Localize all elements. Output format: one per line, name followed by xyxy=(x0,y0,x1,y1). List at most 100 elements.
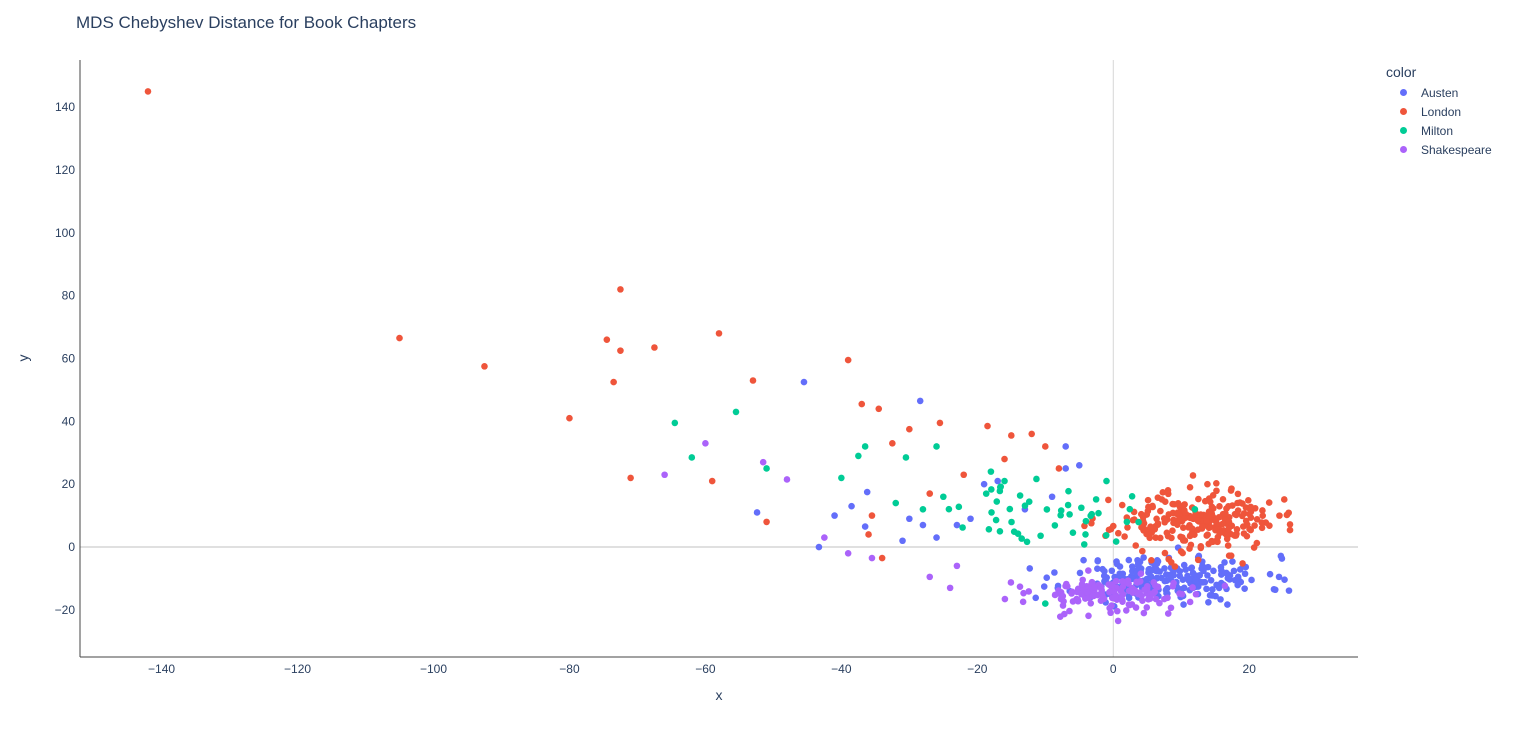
data-point[interactable] xyxy=(992,516,1000,524)
data-point[interactable] xyxy=(1207,577,1215,584)
legend-item-london[interactable]: London xyxy=(1386,102,1492,121)
data-point[interactable] xyxy=(1275,573,1283,581)
data-point[interactable] xyxy=(1213,480,1220,487)
data-point[interactable] xyxy=(1062,465,1069,472)
data-point[interactable] xyxy=(1020,589,1027,597)
data-point[interactable] xyxy=(1119,578,1126,585)
data-point[interactable] xyxy=(1065,487,1072,495)
data-point[interactable] xyxy=(933,443,940,450)
data-point[interactable] xyxy=(1234,575,1242,582)
data-point[interactable] xyxy=(1158,496,1166,503)
data-point[interactable] xyxy=(1216,503,1223,510)
data-point[interactable] xyxy=(1108,602,1115,609)
data-point[interactable] xyxy=(1222,510,1229,517)
data-point[interactable] xyxy=(1253,515,1261,523)
data-point[interactable] xyxy=(1195,495,1202,503)
data-point[interactable] xyxy=(1118,594,1125,602)
data-point[interactable] xyxy=(1251,522,1258,529)
data-point[interactable] xyxy=(1218,568,1226,576)
data-point[interactable] xyxy=(878,554,886,562)
data-point[interactable] xyxy=(926,490,934,497)
data-point[interactable] xyxy=(863,488,871,496)
data-point[interactable] xyxy=(1141,586,1148,594)
data-point[interactable] xyxy=(1016,492,1024,499)
data-point[interactable] xyxy=(1008,432,1015,439)
data-point[interactable] xyxy=(749,377,757,384)
data-point[interactable] xyxy=(1080,556,1087,564)
data-point[interactable] xyxy=(1181,514,1188,522)
data-point[interactable] xyxy=(1266,570,1274,578)
data-point[interactable] xyxy=(926,573,934,581)
data-point[interactable] xyxy=(1169,509,1177,517)
data-point[interactable] xyxy=(1089,592,1097,599)
data-point[interactable] xyxy=(994,477,1002,485)
data-point[interactable] xyxy=(1057,511,1064,519)
data-point[interactable] xyxy=(1019,598,1027,606)
data-point[interactable] xyxy=(1196,571,1204,579)
data-point[interactable] xyxy=(1051,569,1058,576)
data-point[interactable] xyxy=(1108,581,1115,589)
data-point[interactable] xyxy=(1062,580,1070,588)
data-point[interactable] xyxy=(715,330,723,337)
data-point[interactable] xyxy=(1192,577,1199,584)
data-point[interactable] xyxy=(1167,604,1175,612)
data-point[interactable] xyxy=(1078,581,1086,588)
data-point[interactable] xyxy=(1132,604,1140,611)
data-point[interactable] xyxy=(1153,565,1160,573)
data-point[interactable] xyxy=(959,524,966,531)
data-point[interactable] xyxy=(1160,515,1168,522)
data-point[interactable] xyxy=(838,474,845,482)
data-point[interactable] xyxy=(1112,538,1120,545)
data-point[interactable] xyxy=(1170,519,1177,527)
data-point[interactable] xyxy=(1192,590,1200,598)
data-point[interactable] xyxy=(1139,597,1146,604)
data-point[interactable] xyxy=(844,356,852,364)
data-point[interactable] xyxy=(1118,501,1126,509)
data-point[interactable] xyxy=(1217,596,1224,603)
data-point[interactable] xyxy=(1178,590,1186,598)
data-point[interactable] xyxy=(889,440,896,447)
data-point[interactable] xyxy=(868,512,876,519)
data-point[interactable] xyxy=(661,471,668,479)
data-point[interactable] xyxy=(1101,567,1108,575)
data-point[interactable] xyxy=(919,506,927,513)
data-point[interactable] xyxy=(1207,523,1214,531)
data-point[interactable] xyxy=(1040,583,1048,590)
data-point[interactable] xyxy=(1147,523,1154,531)
data-point[interactable] xyxy=(732,408,740,416)
data-point[interactable] xyxy=(1154,521,1162,528)
data-point[interactable] xyxy=(1041,443,1049,450)
data-point[interactable] xyxy=(1124,524,1131,531)
data-point[interactable] xyxy=(1216,529,1223,537)
data-point[interactable] xyxy=(1227,552,1235,559)
data-point[interactable] xyxy=(1080,541,1088,548)
data-point[interactable] xyxy=(753,509,761,516)
data-point[interactable] xyxy=(987,468,995,475)
data-point[interactable] xyxy=(1069,529,1077,536)
data-point[interactable] xyxy=(1209,538,1217,546)
data-point[interactable] xyxy=(1066,511,1073,518)
data-point[interactable] xyxy=(1221,582,1229,590)
data-point[interactable] xyxy=(988,486,995,493)
data-point[interactable] xyxy=(980,480,988,488)
data-point[interactable] xyxy=(1152,595,1160,603)
data-point[interactable] xyxy=(1205,508,1213,515)
data-point[interactable] xyxy=(899,537,906,545)
data-point[interactable] xyxy=(933,534,940,541)
data-point[interactable] xyxy=(1137,570,1145,577)
data-point[interactable] xyxy=(1161,577,1169,585)
data-point[interactable] xyxy=(1152,534,1159,542)
data-point[interactable] xyxy=(1001,455,1008,463)
data-point[interactable] xyxy=(1210,567,1217,575)
data-point[interactable] xyxy=(1234,490,1242,498)
data-point[interactable] xyxy=(1095,509,1102,517)
data-point[interactable] xyxy=(1180,601,1187,608)
data-point[interactable] xyxy=(1199,562,1206,570)
data-point[interactable] xyxy=(1224,601,1231,608)
data-point[interactable] xyxy=(1163,529,1171,537)
data-point[interactable] xyxy=(1139,547,1146,555)
data-point[interactable] xyxy=(996,528,1004,535)
data-point[interactable] xyxy=(1175,516,1183,523)
data-point[interactable] xyxy=(861,443,869,450)
data-point[interactable] xyxy=(1113,558,1120,565)
